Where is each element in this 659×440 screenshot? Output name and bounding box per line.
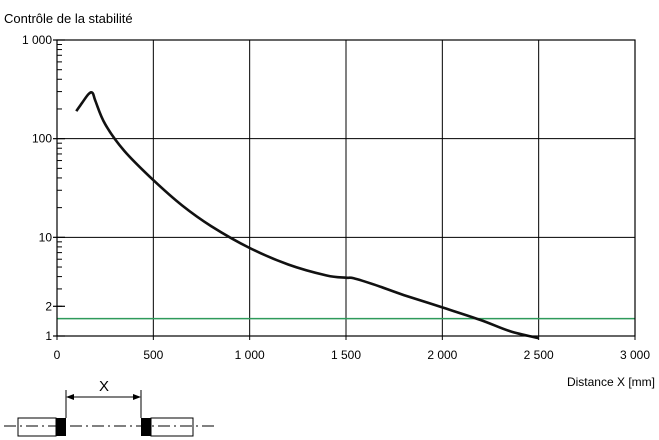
x-tick-labels: 0 500 1 000 1 500 2 000 2 500 3 000 (54, 348, 651, 362)
y-tick-label: 1 000 (22, 33, 52, 47)
dimension-arrow-left (66, 394, 74, 400)
series-layer (75, 90, 540, 340)
x-tick-label: 1 000 (235, 348, 265, 362)
dimension-label: X (99, 378, 109, 395)
x-tick-label: 500 (143, 348, 163, 362)
distance-diagram: X (4, 378, 218, 437)
y-tick-labels: 1 2 10 100 1 000 (22, 33, 52, 343)
receiver-body (150, 417, 194, 437)
grid-lines (57, 40, 635, 336)
series-line (75, 90, 540, 340)
chart-title: Contrôle de la stabilité (4, 11, 133, 26)
x-axis-label: Distance X [mm] (567, 375, 655, 389)
emitter-body (17, 417, 57, 437)
receiver-lens (141, 418, 151, 436)
y-tick-label: 10 (39, 230, 53, 244)
x-tick-label: 3 000 (620, 348, 650, 362)
y-tick-label: 100 (32, 132, 52, 146)
x-tick-label: 2 500 (524, 348, 554, 362)
emitter-lens (56, 418, 66, 436)
y-tick-label: 2 (45, 299, 52, 313)
dimension-arrow-right (133, 394, 141, 400)
x-tick-label: 2 000 (427, 348, 457, 362)
x-tick-label: 0 (54, 348, 61, 362)
y-tick-label: 1 (45, 329, 52, 343)
plot-frame (56, 39, 636, 337)
x-tick-label: 1 500 (331, 348, 361, 362)
minor-ticks (53, 39, 636, 340)
